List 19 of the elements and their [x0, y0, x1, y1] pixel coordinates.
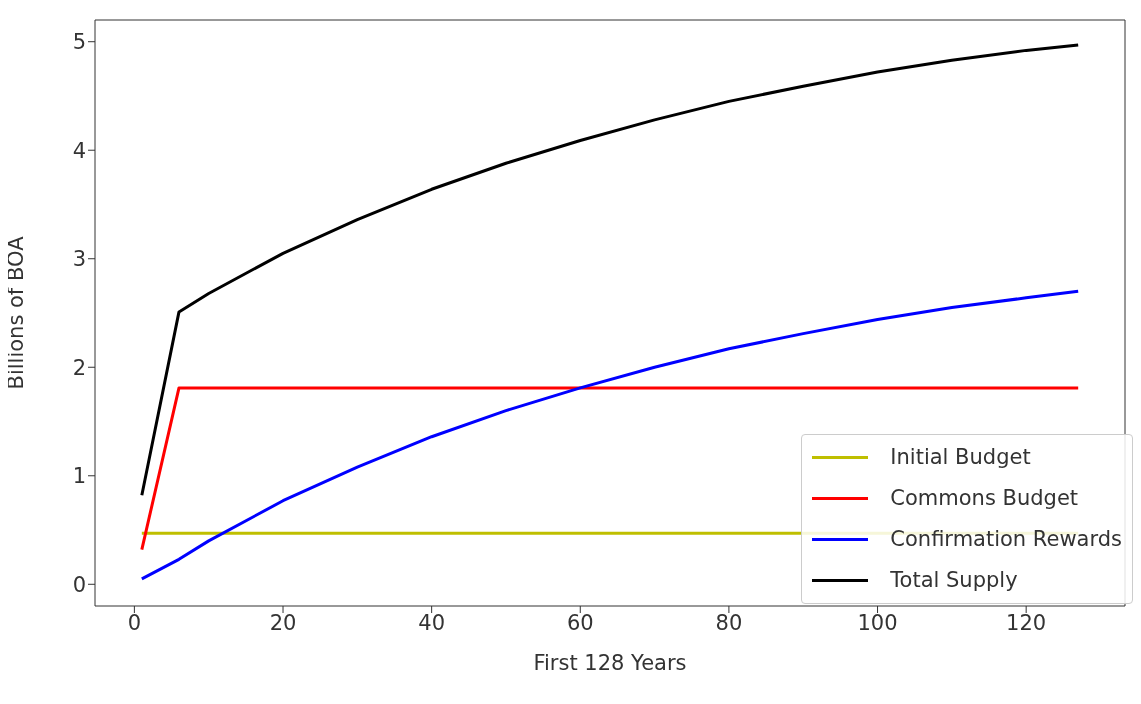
x-axis-title: First 128 Years — [533, 651, 687, 675]
y-tick-label: 3 — [72, 247, 86, 272]
x-tick-label: 40 — [418, 610, 446, 635]
legend-label: Initial Budget — [890, 444, 1031, 471]
y-axis-title: Billions of BOA — [4, 235, 29, 390]
legend-label: Confirmation Rewards — [890, 526, 1122, 553]
x-tick-label: 0 — [127, 610, 142, 635]
y-tick-label: 1 — [72, 464, 86, 489]
y-tick-label: 4 — [72, 138, 86, 163]
x-tick-label: 120 — [1006, 610, 1047, 635]
y-tick-label: 2 — [72, 355, 86, 380]
x-tick-label: 60 — [566, 610, 594, 635]
legend-label: Commons Budget — [890, 485, 1079, 512]
y-tick-label: 0 — [72, 572, 86, 597]
legend-label: Total Supply — [890, 567, 1018, 594]
x-tick-label: 80 — [715, 610, 743, 635]
x-tick-label: 100 — [857, 610, 898, 635]
x-tick-label: 20 — [269, 610, 297, 635]
y-tick-label: 5 — [72, 30, 86, 55]
